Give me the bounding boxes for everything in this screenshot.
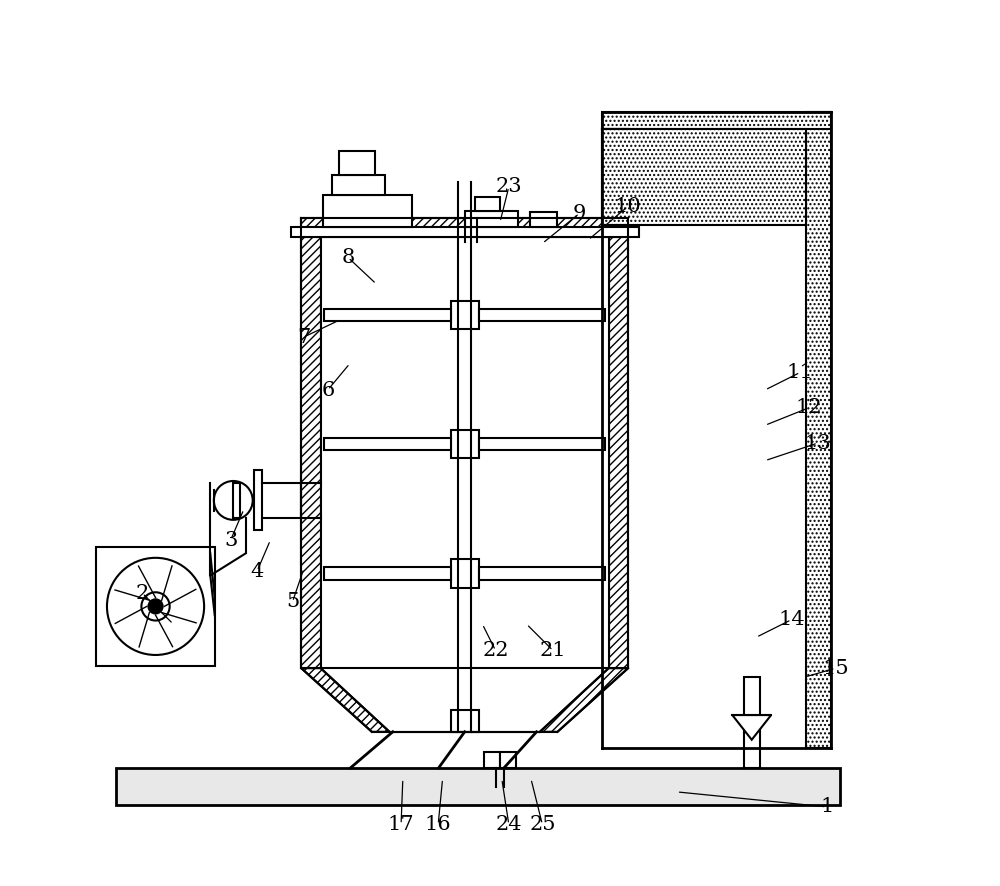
Text: 14: 14 [778, 610, 805, 629]
Bar [465, 211, 518, 227]
Bar [291, 227, 639, 237]
Bar [233, 483, 240, 518]
Bar [301, 237, 321, 668]
Bar [339, 151, 375, 175]
Text: 8: 8 [341, 248, 355, 267]
Bar [475, 198, 500, 211]
Text: 25: 25 [529, 815, 556, 834]
Text: 1: 1 [820, 797, 833, 816]
Text: 22: 22 [482, 641, 509, 660]
Text: 4: 4 [250, 562, 264, 580]
Bar [96, 548, 215, 665]
Circle shape [214, 481, 253, 520]
Bar [479, 308, 605, 321]
Text: 5: 5 [286, 593, 299, 611]
Text: 6: 6 [321, 380, 334, 400]
Circle shape [141, 592, 170, 620]
Bar [806, 112, 831, 748]
Text: 3: 3 [224, 531, 237, 549]
Bar [479, 567, 605, 579]
Bar [602, 129, 628, 225]
Bar [254, 470, 262, 531]
Text: 21: 21 [540, 641, 566, 660]
Bar [301, 218, 628, 237]
Bar [324, 438, 451, 450]
Bar [332, 175, 385, 195]
Bar [321, 237, 609, 668]
Text: 2: 2 [136, 584, 149, 602]
Text: 23: 23 [496, 177, 522, 197]
Bar [609, 237, 628, 668]
Bar [451, 430, 479, 458]
Bar [451, 300, 479, 329]
Polygon shape [732, 715, 771, 740]
Bar [323, 195, 412, 227]
Bar [484, 752, 500, 768]
Text: 7: 7 [297, 328, 311, 346]
Bar [602, 112, 831, 129]
Bar [324, 308, 451, 321]
Text: 13: 13 [805, 433, 831, 453]
Bar [451, 710, 479, 732]
Bar [324, 567, 451, 579]
Text: 17: 17 [388, 815, 414, 834]
Circle shape [107, 558, 204, 655]
Text: 15: 15 [822, 658, 849, 678]
Text: 10: 10 [615, 197, 641, 216]
Text: 12: 12 [796, 398, 822, 417]
Bar [451, 559, 479, 587]
Text: 11: 11 [787, 363, 814, 382]
Bar [116, 768, 840, 805]
Text: 9: 9 [573, 204, 586, 223]
Bar [530, 213, 557, 227]
Bar [479, 438, 605, 450]
Text: 16: 16 [425, 815, 451, 834]
Text: 24: 24 [496, 815, 522, 834]
Bar [602, 129, 806, 225]
Polygon shape [301, 668, 390, 732]
Bar [744, 677, 760, 768]
Polygon shape [540, 668, 628, 732]
Circle shape [148, 599, 163, 613]
Bar [500, 752, 516, 768]
